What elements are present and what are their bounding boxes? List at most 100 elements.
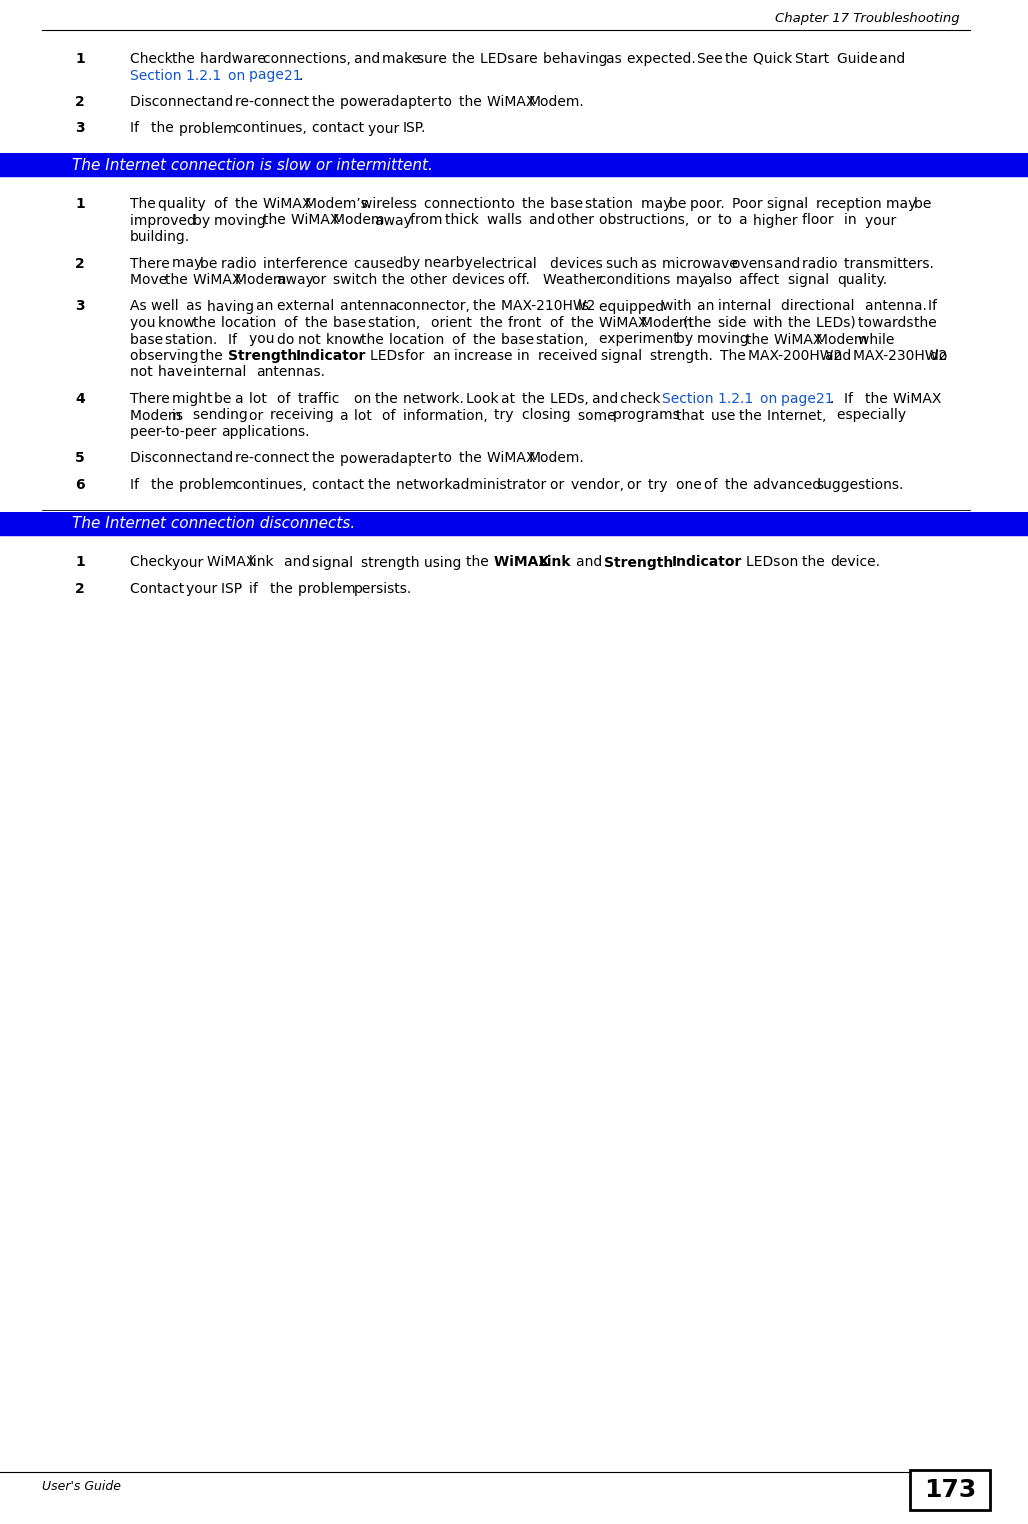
Bar [0, 512, 1028, 535]
Text: be: be [669, 197, 691, 210]
Text: connection: connection [424, 197, 505, 210]
Text: transmitters.: transmitters. [844, 256, 939, 270]
Text: towards: towards [858, 315, 918, 331]
Text: power: power [340, 94, 388, 110]
Text: ISP: ISP [221, 582, 247, 596]
Text: nearby: nearby [424, 256, 477, 270]
Text: page: page [249, 69, 288, 82]
Text: 3: 3 [75, 300, 84, 314]
Text: and: and [592, 392, 623, 405]
Text: are: are [515, 52, 542, 66]
Text: vendor,: vendor, [571, 479, 628, 492]
Text: 6: 6 [75, 479, 84, 492]
Text: interference: interference [263, 256, 353, 270]
Text: programs: programs [613, 408, 684, 422]
Text: The: The [130, 197, 160, 210]
Text: station,: station, [368, 315, 425, 331]
Text: ovens: ovens [732, 256, 777, 270]
Text: antennas.: antennas. [256, 366, 325, 379]
Text: Move: Move [130, 273, 172, 287]
Text: problem: problem [179, 479, 241, 492]
Text: floor: floor [802, 213, 838, 227]
Text: and: and [284, 556, 315, 570]
Text: contact: contact [313, 122, 368, 136]
Text: connections,: connections, [263, 52, 356, 66]
Text: 1.2.1: 1.2.1 [186, 69, 225, 82]
Text: the: the [200, 349, 227, 363]
Bar [0, 152, 1028, 177]
Text: page: page [781, 392, 820, 405]
Text: using: using [424, 556, 466, 570]
Text: station: station [585, 197, 637, 210]
Text: other: other [410, 273, 451, 287]
Text: may: may [641, 197, 675, 210]
Text: away: away [277, 273, 319, 287]
Text: station.: station. [166, 332, 222, 346]
Text: of: of [452, 332, 470, 346]
Text: or: or [249, 408, 267, 422]
Text: WiMAX: WiMAX [193, 273, 246, 287]
Text: your: your [186, 582, 222, 596]
Text: applications.: applications. [221, 425, 309, 439]
Text: might: might [172, 392, 217, 405]
Text: receiving: receiving [270, 408, 338, 422]
Text: Poor: Poor [732, 197, 767, 210]
Text: peer-to-peer: peer-to-peer [130, 425, 221, 439]
Text: increase: increase [454, 349, 517, 363]
Text: base: base [501, 332, 539, 346]
Text: The: The [720, 349, 750, 363]
Text: the: the [270, 582, 297, 596]
Text: the: the [172, 52, 199, 66]
Text: thick: thick [445, 213, 483, 227]
Text: WiMAX: WiMAX [487, 451, 540, 465]
Text: observing: observing [130, 349, 203, 363]
Text: affect: affect [739, 273, 783, 287]
Text: the: the [151, 122, 178, 136]
Text: Chapter 17 Troubleshooting: Chapter 17 Troubleshooting [775, 12, 960, 24]
Text: check: check [620, 392, 665, 405]
Text: Modem’s: Modem’s [305, 197, 372, 210]
Text: WiMAX: WiMAX [291, 213, 343, 227]
Text: Weather: Weather [543, 273, 605, 287]
Text: an: an [256, 300, 278, 314]
Text: base: base [550, 197, 587, 210]
Text: adapter: adapter [382, 451, 441, 465]
Text: contact: contact [313, 479, 368, 492]
Text: may: may [172, 256, 207, 270]
Text: the: the [466, 556, 493, 570]
Text: lot: lot [354, 408, 376, 422]
Text: use: use [711, 408, 740, 422]
Text: other: other [557, 213, 598, 227]
Text: of: of [284, 315, 302, 331]
Text: and: and [207, 451, 237, 465]
Text: strength.: strength. [650, 349, 718, 363]
Text: with: with [752, 315, 786, 331]
Text: by: by [193, 213, 215, 227]
Text: signal: signal [601, 349, 647, 363]
Text: conditions: conditions [599, 273, 674, 287]
Text: know: know [158, 315, 199, 331]
Text: make: make [382, 52, 425, 66]
Text: and: and [207, 94, 237, 110]
Text: be: be [214, 392, 235, 405]
Text: experiment: experiment [599, 332, 684, 346]
Text: See: See [697, 52, 727, 66]
Text: the: the [263, 213, 290, 227]
Text: or: or [313, 273, 331, 287]
Text: be: be [914, 197, 935, 210]
Text: external: external [277, 300, 338, 314]
Text: while: while [858, 332, 898, 346]
Text: to: to [438, 94, 456, 110]
Text: and: and [879, 52, 910, 66]
Text: hardware: hardware [200, 52, 270, 66]
Bar [910, 1471, 990, 1510]
Text: the: the [361, 332, 389, 346]
Text: in: in [517, 349, 534, 363]
Text: 2: 2 [75, 94, 84, 110]
Text: Quick: Quick [752, 52, 797, 66]
Text: network: network [396, 479, 456, 492]
Text: side: side [718, 315, 750, 331]
Text: at: at [501, 392, 519, 405]
Text: that: that [676, 408, 708, 422]
Text: the: the [382, 273, 409, 287]
